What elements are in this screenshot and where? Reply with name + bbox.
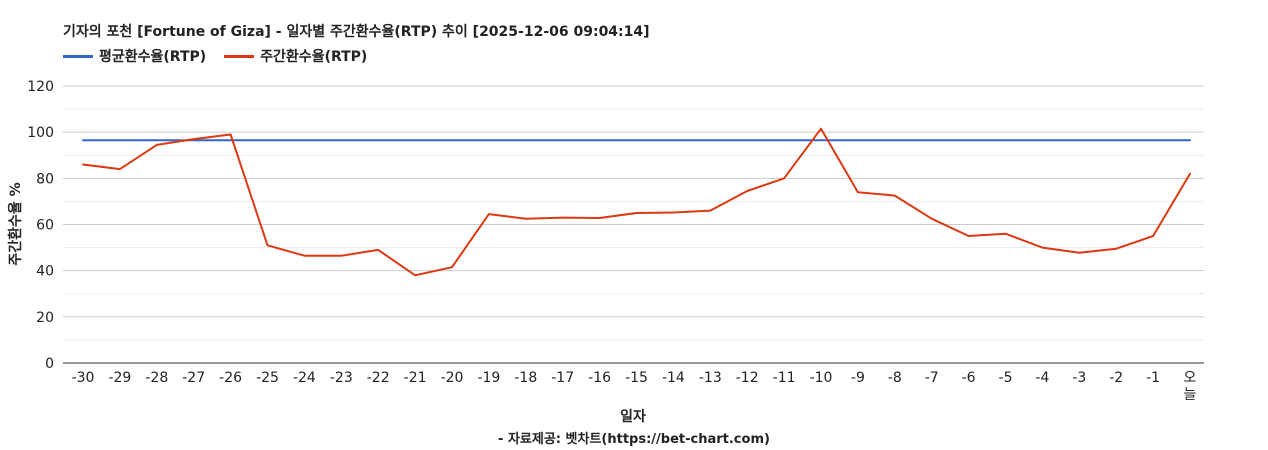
y-tick-label: 120 xyxy=(27,79,54,95)
x-tick-label: -3 xyxy=(1072,370,1086,386)
x-tick-label: -22 xyxy=(367,370,390,386)
legend-label-weekly: 주간환수율(RTP) xyxy=(260,49,368,65)
y-tick-label: 0 xyxy=(45,356,54,372)
x-tick-label: -23 xyxy=(330,370,353,386)
legend-swatch-average xyxy=(63,54,93,58)
series-layer xyxy=(82,127,1191,277)
x-tick-label: -14 xyxy=(662,370,685,386)
legend-item-weekly[interactable]: 주간환수율(RTP) xyxy=(224,46,367,66)
legend: 평균환수율(RTP) 주간환수율(RTP) xyxy=(63,46,385,66)
x-tick-label: -19 xyxy=(477,370,500,386)
legend-label-average: 평균환수율(RTP) xyxy=(99,49,207,65)
x-tick-label: -8 xyxy=(888,370,902,386)
x-axis-title: 일자 xyxy=(620,409,646,425)
x-tick-label: -25 xyxy=(256,370,279,386)
x-tick-label: -9 xyxy=(851,370,865,386)
x-tick-label: -4 xyxy=(1035,370,1049,386)
x-tick-label: -18 xyxy=(514,370,537,386)
source-note: - 자료제공: 벳차트(https://bet-chart.com) xyxy=(498,432,770,447)
x-tick-label: -10 xyxy=(810,370,833,386)
x-tick-label: -15 xyxy=(625,370,648,386)
y-tick-label: 40 xyxy=(36,264,54,280)
y-tick-label: 100 xyxy=(27,125,54,141)
y-tick-label: 80 xyxy=(36,171,54,187)
chart-title: 기자의 포천 [Fortune of Giza] - 일자별 주간환수율(RTP… xyxy=(63,24,650,40)
y-tick-label: 60 xyxy=(36,218,54,234)
y-tick-label: 20 xyxy=(36,310,54,326)
x-tick-label: -27 xyxy=(182,370,205,386)
x-tick-label: -5 xyxy=(999,370,1013,386)
x-tick-label: -11 xyxy=(773,370,796,386)
x-tick-label: -26 xyxy=(219,370,242,386)
y-axis-title: 주간환수율 % xyxy=(7,182,24,265)
grid-layer xyxy=(63,85,1204,341)
x-tick-label: -30 xyxy=(72,370,95,386)
x-tick-label: -28 xyxy=(145,370,168,386)
x-tick-label: -20 xyxy=(441,370,464,386)
x-tick-label: -29 xyxy=(108,370,131,386)
series-line-weekly xyxy=(82,127,1191,277)
x-tick-label: -17 xyxy=(551,370,574,386)
x-tick-label: -13 xyxy=(699,370,722,386)
x-tick-label: -16 xyxy=(588,370,611,386)
x-tick-label: -12 xyxy=(736,370,759,386)
x-tick-label: -24 xyxy=(293,370,316,386)
legend-swatch-weekly xyxy=(224,54,255,58)
x-tick-label: -7 xyxy=(925,370,939,386)
x-tick-label: -6 xyxy=(962,370,976,386)
x-tick-label: -21 xyxy=(404,370,427,386)
legend-item-average[interactable]: 평균환수율(RTP) xyxy=(63,46,206,66)
x-tick-label: -1 xyxy=(1146,370,1160,386)
x-tick-label: -2 xyxy=(1109,370,1123,386)
